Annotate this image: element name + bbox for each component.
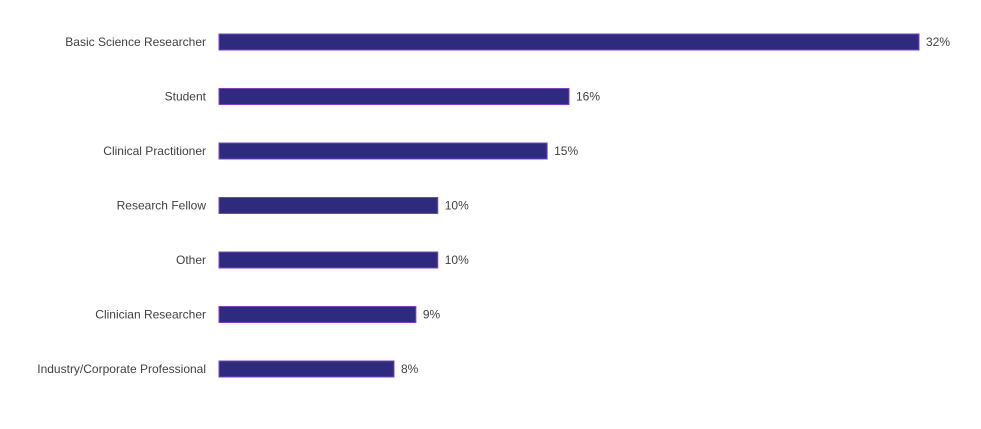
bar xyxy=(218,142,548,160)
bar xyxy=(218,33,920,51)
data-label: 15% xyxy=(554,144,578,158)
data-label: 9% xyxy=(423,308,441,322)
bar xyxy=(218,197,439,214)
data-label: 10% xyxy=(445,253,469,267)
bar xyxy=(218,251,439,269)
category-label: Other xyxy=(176,253,206,267)
category-label: Basic Science Researcher xyxy=(65,35,206,49)
category-label: Research Fellow xyxy=(117,199,207,213)
bar xyxy=(218,88,570,105)
data-label: 32% xyxy=(926,35,950,49)
data-label: 8% xyxy=(401,362,419,376)
data-label: 16% xyxy=(576,90,600,104)
data-label: 10% xyxy=(445,199,469,213)
category-label: Student xyxy=(165,90,207,104)
category-label: Industry/Corporate Professional xyxy=(37,362,206,376)
category-label: Clinical Practitioner xyxy=(103,144,206,158)
bar xyxy=(218,360,395,378)
bar xyxy=(218,306,417,323)
category-label: Clinician Researcher xyxy=(95,308,206,322)
